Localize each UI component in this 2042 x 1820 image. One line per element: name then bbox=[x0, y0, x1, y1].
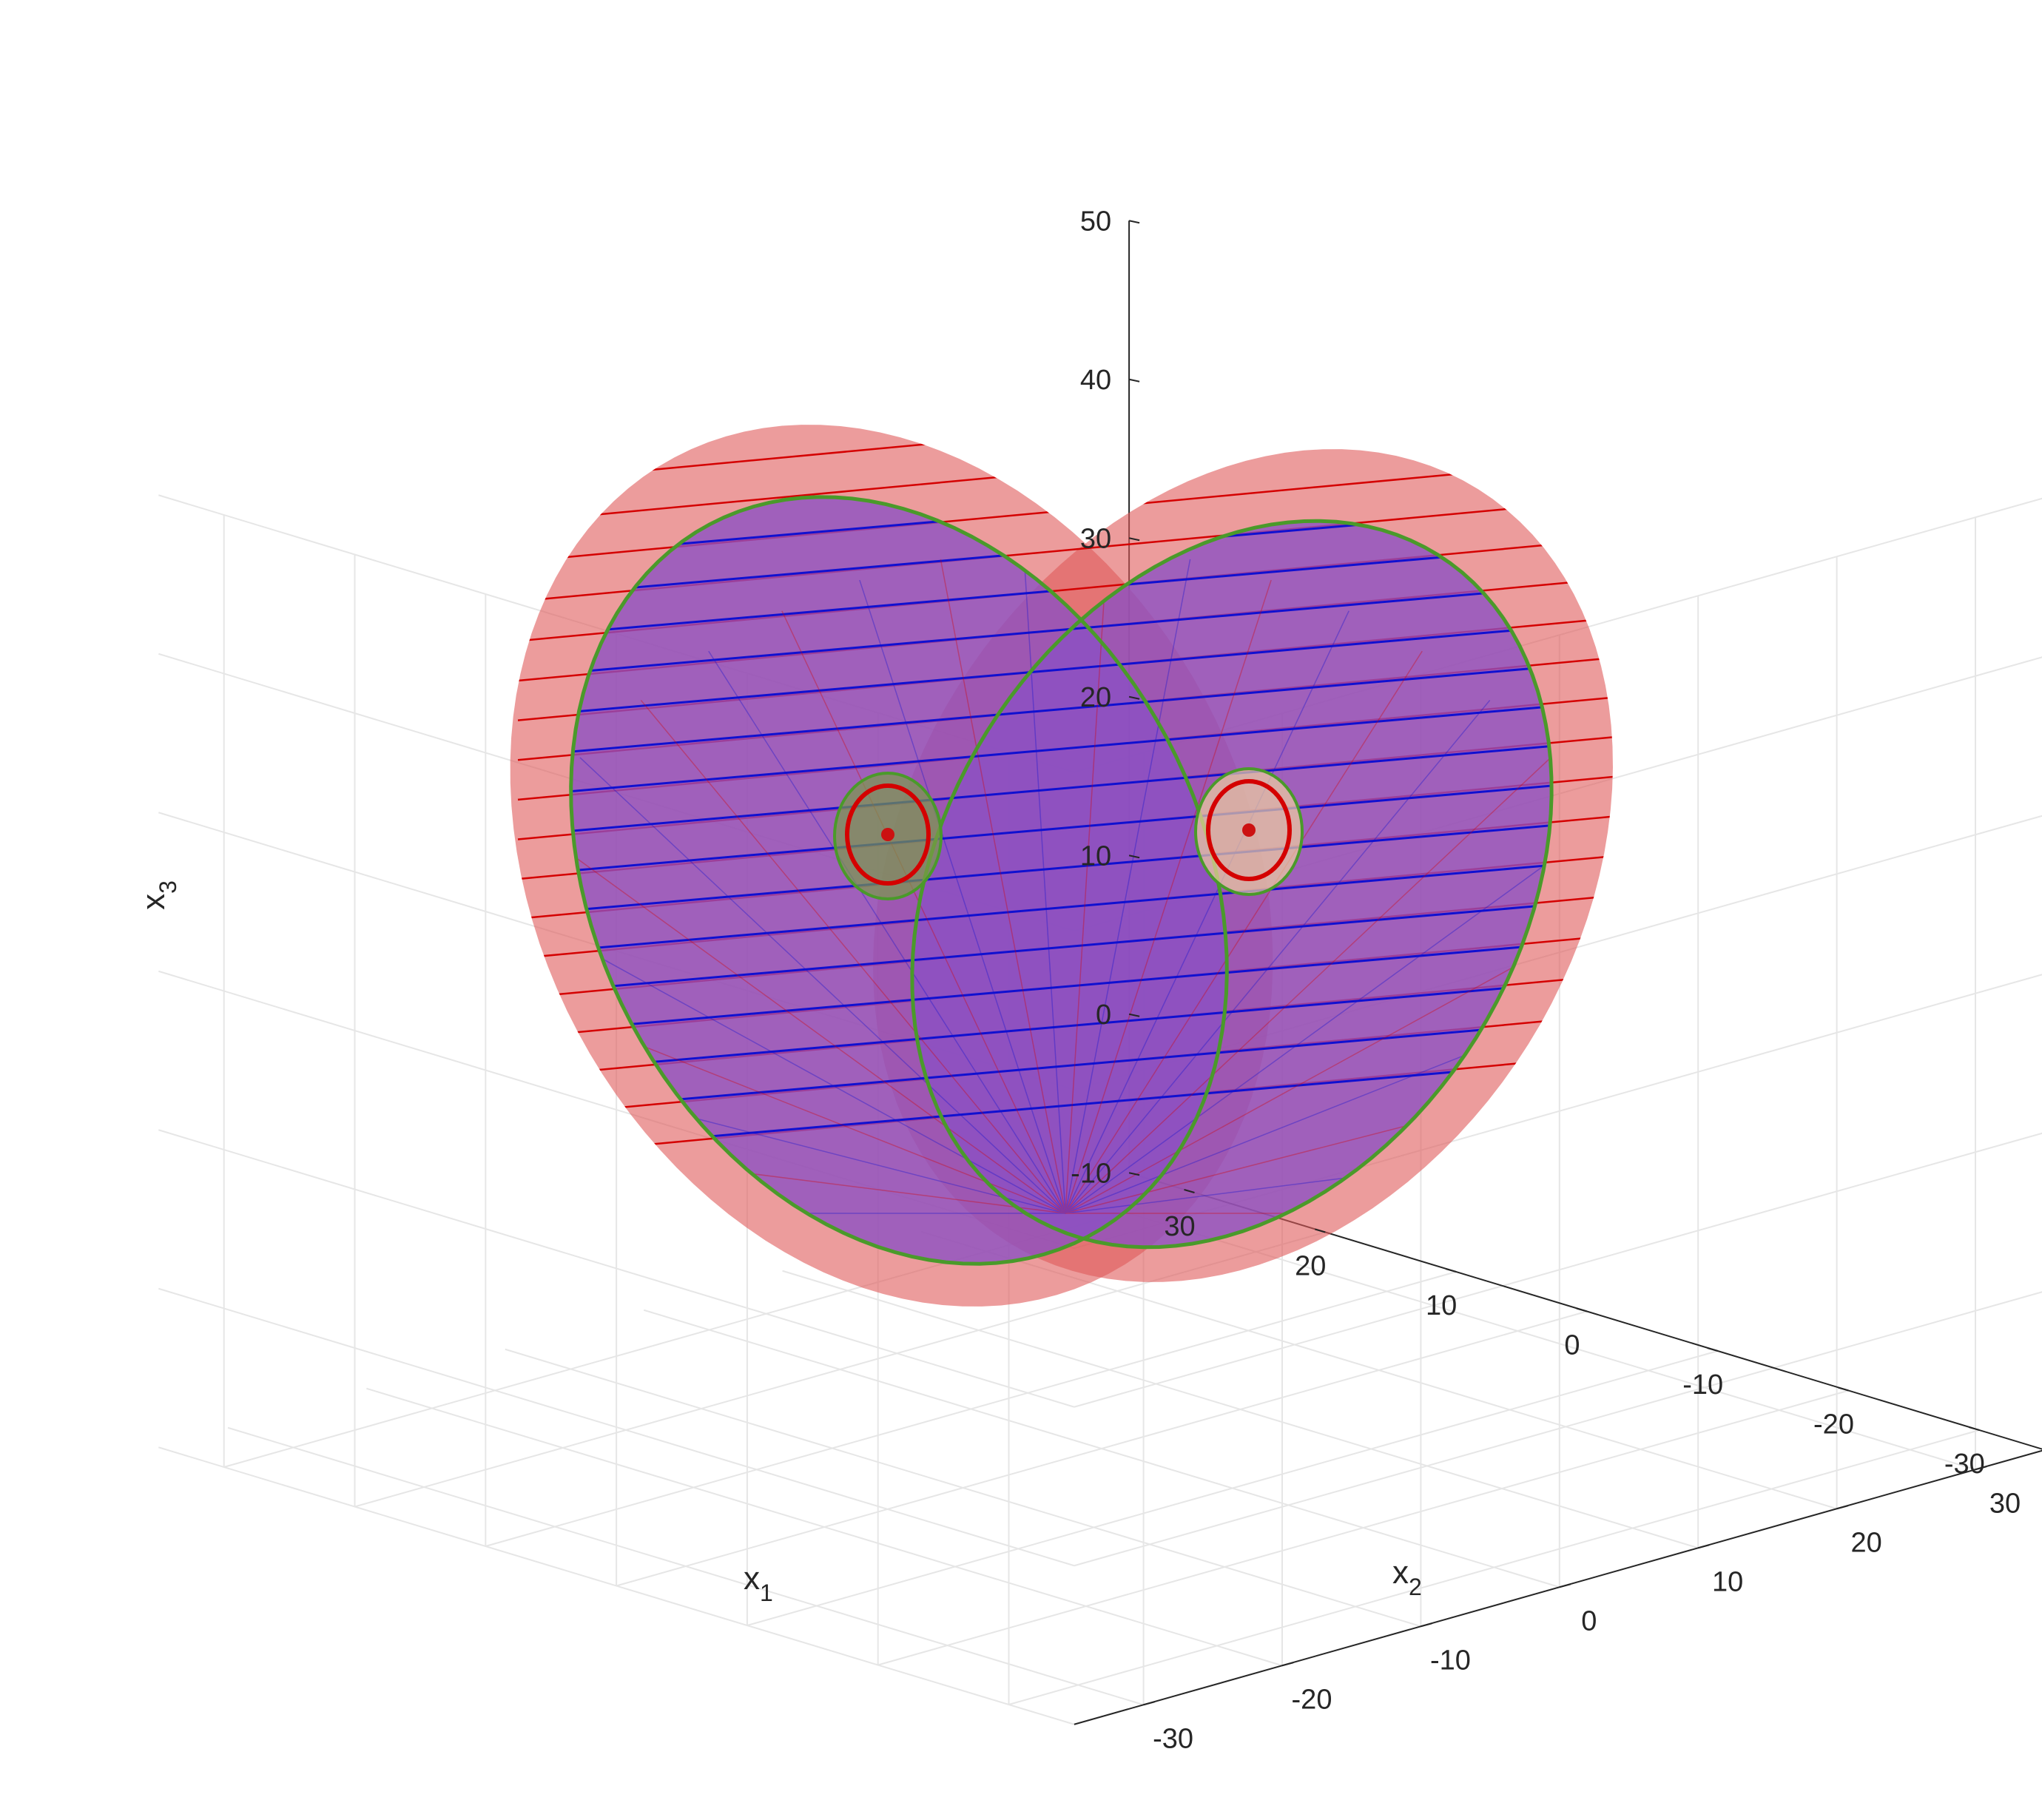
x1-tick bbox=[1576, 1307, 1588, 1312]
equilibrium-orbit bbox=[1206, 779, 1292, 881]
back-wall-grid-line bbox=[158, 1287, 1075, 1567]
back-wall-grid-line bbox=[1074, 1132, 2042, 1408]
trajectory-ray bbox=[1065, 821, 1552, 1214]
x2-tick-label: -10 bbox=[1430, 1645, 1471, 1676]
x1-tick-label: 0 bbox=[1564, 1330, 1580, 1361]
trajectory-ray bbox=[640, 700, 1066, 1214]
x2-tick-label: 20 bbox=[1850, 1527, 1881, 1558]
x2-tick-label: -20 bbox=[1292, 1684, 1332, 1715]
x2-tick bbox=[1975, 1466, 1987, 1471]
inner-contour-line bbox=[570, 619, 1552, 718]
equilibrium-point bbox=[881, 828, 894, 841]
x3-tick bbox=[1128, 855, 1140, 859]
x3-tick bbox=[1128, 537, 1140, 542]
trajectory-ray bbox=[1065, 892, 1552, 1214]
boundary-curve-right bbox=[910, 519, 1554, 1250]
x1-tick-label: -30 bbox=[1944, 1449, 1985, 1480]
x1-tick bbox=[1445, 1268, 1457, 1273]
x3-tick-label: 0 bbox=[1096, 1000, 1111, 1031]
x1-tick-label: -10 bbox=[1682, 1369, 1723, 1401]
x3-tick bbox=[1128, 220, 1140, 224]
floor-grid-line bbox=[485, 1271, 1457, 1547]
trajectory-ray bbox=[579, 757, 1066, 1214]
equilibrium-point bbox=[1242, 823, 1256, 837]
trajectory-ray bbox=[570, 1047, 1066, 1214]
x2-axis-line bbox=[1074, 1449, 2042, 1725]
back-wall-grid-line bbox=[1074, 1291, 2042, 1567]
x1-tick bbox=[1315, 1228, 1326, 1233]
x3-tick-label: 40 bbox=[1080, 365, 1111, 396]
tick-labels: 50403020100-103020100-10-20-303020100-10… bbox=[1071, 206, 2021, 1754]
inner-contour-line bbox=[570, 818, 1552, 917]
x1-tick-label: 20 bbox=[1295, 1251, 1326, 1282]
back-wall-grid-line bbox=[158, 1129, 1075, 1408]
floor-grid-line bbox=[643, 1309, 1560, 1588]
x3-tick-label: -10 bbox=[1071, 1158, 1111, 1189]
x1-tick bbox=[1838, 1386, 1849, 1392]
trajectory-ray bbox=[781, 610, 1066, 1214]
x1-axis-label: x1 bbox=[744, 1560, 773, 1606]
trajectory-rays bbox=[570, 548, 1552, 1214]
trajectory-ray bbox=[859, 579, 1066, 1214]
trajectory-ray bbox=[1065, 650, 1423, 1214]
inner-contour-line bbox=[570, 1016, 1552, 1115]
trajectory-ray bbox=[1065, 610, 1349, 1214]
inner-contour-line bbox=[570, 937, 1552, 1036]
trajectory-ray bbox=[1065, 579, 1272, 1214]
x1-tick bbox=[1707, 1347, 1718, 1352]
x2-tick-label: 30 bbox=[1989, 1488, 2021, 1519]
boundary-curve-left bbox=[569, 495, 1229, 1266]
x2-tick-label: 10 bbox=[1712, 1566, 1743, 1597]
inner-contour-line bbox=[570, 897, 1552, 996]
trajectory-ray bbox=[940, 559, 1066, 1214]
x1-tick-label: 30 bbox=[1164, 1211, 1195, 1242]
x2-tick bbox=[1836, 1505, 1848, 1510]
surface-plot bbox=[510, 425, 1613, 1307]
equilibrium-orbit bbox=[845, 783, 931, 886]
back-wall-grid-line bbox=[158, 1446, 1075, 1725]
inner-contour-line bbox=[570, 976, 1552, 1075]
x2-tick bbox=[1143, 1701, 1155, 1706]
trajectory-ray bbox=[1065, 757, 1551, 1214]
trajectory-ray bbox=[1065, 700, 1491, 1214]
x3-tick-label: 30 bbox=[1080, 523, 1111, 554]
trajectory-ray bbox=[570, 967, 1066, 1214]
x3-tick-label: 50 bbox=[1080, 206, 1111, 237]
axes-grid bbox=[158, 220, 2042, 1725]
x2-tick-label: 0 bbox=[1581, 1605, 1597, 1637]
x2-tick-label: -30 bbox=[1153, 1723, 1193, 1754]
trajectory-ray bbox=[1065, 548, 1108, 1214]
inner-contour-line bbox=[570, 698, 1552, 798]
inner-contour-line bbox=[570, 857, 1552, 956]
x2-tick bbox=[1421, 1622, 1432, 1628]
inner-contour-line bbox=[570, 738, 1552, 837]
inner-contour-line bbox=[570, 778, 1552, 877]
x2-tick bbox=[1559, 1583, 1571, 1588]
svg-text:x3: x3 bbox=[135, 880, 181, 910]
x1-tick bbox=[1184, 1189, 1195, 1193]
x1-tick-label: 10 bbox=[1426, 1290, 1457, 1321]
floor-grid-line bbox=[782, 1270, 1699, 1549]
x3-tick bbox=[1128, 1013, 1140, 1017]
x2-tick bbox=[1281, 1662, 1294, 1667]
x3-tick bbox=[1128, 1172, 1140, 1176]
x1-tick bbox=[1969, 1426, 1980, 1431]
x3-tick-label: 20 bbox=[1080, 682, 1111, 713]
x3-tick bbox=[1128, 695, 1140, 700]
trajectory-ray bbox=[1065, 967, 1552, 1214]
trajectory-ray bbox=[1065, 1047, 1552, 1214]
x1-tick-label: -20 bbox=[1813, 1409, 1854, 1440]
trajectory-ray bbox=[708, 650, 1066, 1214]
x2-axis-label: x2 bbox=[1392, 1554, 1422, 1600]
inner-contour-line bbox=[570, 658, 1552, 758]
outer-contour-line bbox=[517, 425, 1613, 484]
trajectory-ray bbox=[1022, 548, 1066, 1214]
x3-axis-label: x3 bbox=[135, 880, 181, 910]
x3-tick-label: 10 bbox=[1080, 840, 1111, 872]
x2-tick bbox=[1697, 1544, 1710, 1549]
x3-tick bbox=[1128, 378, 1140, 382]
trajectory-ray bbox=[570, 821, 1066, 1214]
trajectory-ray bbox=[1065, 559, 1191, 1214]
